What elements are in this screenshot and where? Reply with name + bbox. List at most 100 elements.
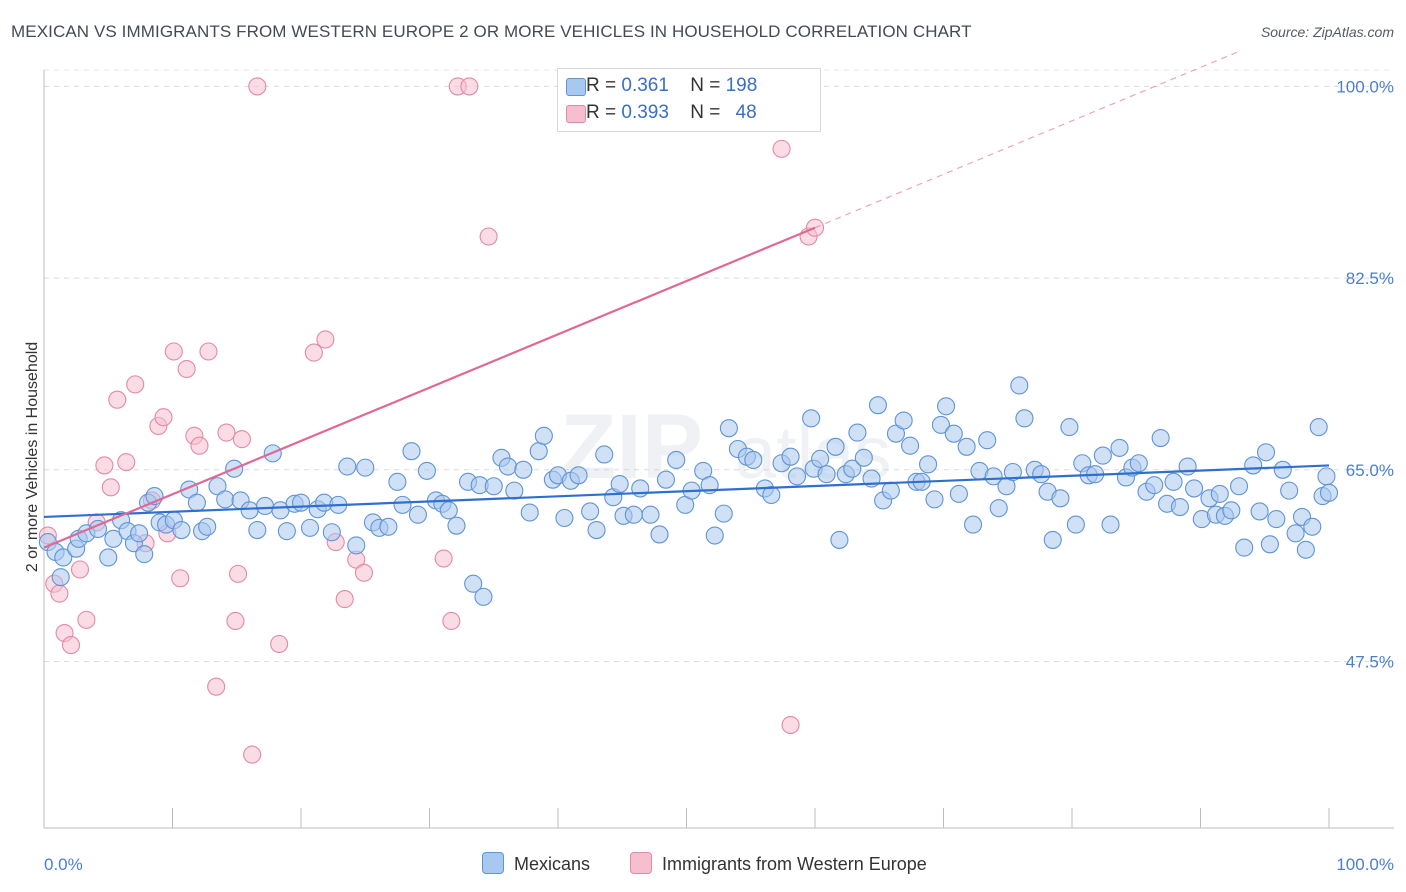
trend-lines [43,50,1330,549]
blue-point [277,522,296,541]
blue-point [781,447,800,466]
blue-point [1060,418,1079,437]
blue-point [830,530,849,549]
blue-point [964,515,983,534]
y-tick-label: 100.0% [1336,77,1394,96]
r-label: R = [586,75,617,96]
blue-point [1178,457,1197,476]
blue-point [1267,510,1286,529]
stats-legend: R = 0.361 N = 198 R = 0.393 N = 48 [557,68,821,132]
pink-point [171,569,190,588]
blue-point [714,504,733,523]
blue-point [520,503,539,522]
blue-point [811,449,830,468]
blue-point [1151,428,1170,448]
blue-point [408,505,427,524]
legend-label: Immigrants from Western Europe [662,854,927,874]
blue-point [135,545,154,564]
pink-point [70,560,90,579]
blue-point [641,505,660,524]
blue-point [931,415,950,434]
blue-point [817,465,836,484]
pink-point [117,453,136,472]
pink-points [38,77,825,764]
blue-point [802,409,821,428]
blue-point [505,481,524,500]
blue-point [1110,438,1129,457]
blue-point [51,568,70,587]
y-tick-label: 47.5% [1346,653,1394,672]
pink-point [354,563,374,582]
blue-point [949,484,968,503]
blue-point [464,574,483,593]
blue-point [216,490,235,509]
blue-point [937,397,956,416]
legend-item-western-europe: Immigrants from Western Europe [630,852,927,875]
blue-point [300,518,320,537]
blue-point [104,529,123,548]
blue-point [1244,456,1263,475]
pink-point [190,436,209,455]
blue-point [1003,462,1022,482]
blue-point [1319,483,1339,502]
blue-point [393,495,412,514]
blue-point [1170,498,1189,517]
blue-swatch-icon [482,852,504,874]
pink-point [207,677,226,696]
blue-point [787,467,807,486]
x-tick-min: 0.0% [44,855,83,874]
blue-point [1145,476,1164,495]
pink-swatch-icon [630,852,652,874]
blue-point [984,467,1003,486]
pink-point [61,636,81,655]
blue-points [38,376,1339,606]
pink-point [248,77,267,96]
blue-point [826,437,845,456]
blue-point [1256,443,1276,462]
n-value: 198 [725,75,758,96]
pink-point [95,456,114,475]
r-value: 0.393 [621,102,669,123]
blue-point [172,521,191,540]
n-label: N = [690,75,721,96]
blue-point [1129,454,1148,473]
y-tick-label: 82.5% [1346,269,1394,288]
blue-point [1051,489,1070,508]
blue-point [322,523,341,542]
blue-point [881,481,900,500]
blue-point [1286,524,1305,543]
blue-point [347,536,366,555]
pink-point [316,330,335,349]
pink-point [228,564,248,583]
blue-point [1235,538,1254,557]
blue-point [1296,540,1315,559]
blue-point [198,517,217,536]
blue-point [705,526,724,545]
blue-point [498,457,517,476]
blue-point [255,496,275,516]
blue-point [1043,530,1062,549]
legend-row-western-europe: R = 0.393 N = 48 [566,102,757,126]
pink-point [77,610,96,629]
blue-point [957,437,976,456]
source-label: Source: ZipAtlas.com [1260,24,1394,40]
pink-point [460,77,479,96]
legend-label: Mexicans [514,854,591,874]
blue-point [187,493,206,512]
blue-point [848,423,867,442]
r-value: 0.361 [621,75,669,96]
blue-point [1093,446,1112,465]
pink-point [217,423,236,442]
blue-point [1230,477,1249,496]
blue-point [555,508,574,528]
pink-point [199,342,218,361]
blue-point [1250,502,1269,521]
blue-swatch-icon [566,78,586,96]
blue-point [447,516,466,535]
blue-point [130,524,149,543]
blue-point [1032,465,1051,484]
pink-point [164,342,183,361]
pink-point [108,390,127,409]
blue-point [248,521,267,540]
